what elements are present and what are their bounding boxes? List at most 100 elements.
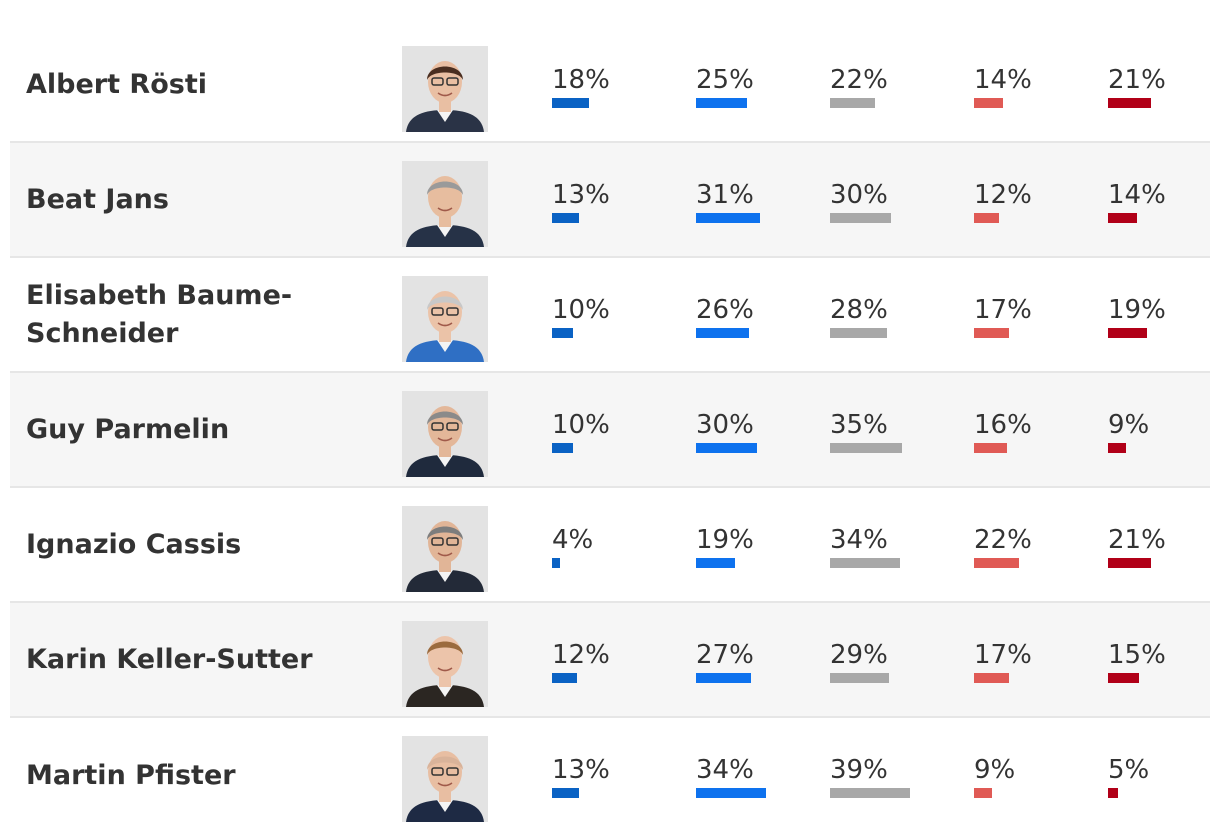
value-bar: [974, 98, 1003, 108]
value-label: 13%: [552, 755, 610, 785]
value-cell: 4%: [552, 526, 593, 568]
portrait-image: [402, 276, 488, 362]
value-bar: [1108, 673, 1139, 683]
value-cell: 5%: [1108, 756, 1149, 798]
value-label: 9%: [1108, 410, 1150, 440]
value-cell: 39%: [830, 756, 910, 798]
value-cell: 21%: [1108, 526, 1166, 568]
value-bar: [830, 558, 900, 568]
value-bar: [974, 443, 1007, 453]
value-bar: [696, 673, 751, 683]
portrait-image: [402, 506, 488, 592]
value-bar: [552, 213, 579, 223]
member-name: Beat Jans: [26, 183, 169, 215]
portrait-smile: [437, 437, 453, 442]
member-name: Karin Keller-Sutter: [26, 643, 313, 675]
value-cell: 26%: [696, 296, 754, 338]
value-cell: 31%: [696, 181, 760, 223]
value-label: 18%: [552, 65, 610, 95]
value-label: 30%: [696, 410, 754, 440]
portrait-glasses-left: [431, 422, 444, 431]
value-bar: [552, 788, 579, 798]
value-label: 31%: [696, 180, 754, 210]
value-bar: [830, 673, 889, 683]
value-cell: 35%: [830, 411, 902, 453]
value-label: 21%: [1108, 65, 1166, 95]
value-label: 17%: [974, 640, 1032, 670]
member-name: Ignazio Cassis: [26, 528, 242, 560]
value-bar: [974, 213, 999, 223]
value-bar: [552, 673, 577, 683]
value-label: 22%: [830, 65, 888, 95]
ratings-table: Albert Rösti 18% 25% 22% 14% 21% Beat Ja…: [10, 28, 1210, 833]
value-cell: 17%: [974, 641, 1032, 683]
portrait-hair: [427, 641, 463, 655]
value-cell: 9%: [1108, 411, 1149, 453]
value-label: 28%: [830, 295, 888, 325]
value-bar: [830, 328, 887, 338]
value-label: 21%: [1108, 525, 1166, 555]
value-cell: 34%: [830, 526, 900, 568]
portrait-photo: [402, 46, 488, 132]
value-cell: 30%: [696, 411, 757, 453]
table-row: Karin Keller-Sutter 12% 27% 29% 17% 15%: [10, 603, 1210, 718]
value-cell: 28%: [830, 296, 888, 338]
value-label: 39%: [830, 755, 888, 785]
portrait-hair: [427, 411, 463, 425]
portrait-collar: [437, 800, 453, 812]
value-cell: 21%: [1108, 66, 1166, 108]
portrait-glasses-left: [431, 77, 444, 86]
portrait-photo: [402, 391, 488, 477]
table-row: Elisabeth Baume-Schneider 10% 26% 28% 17…: [10, 258, 1210, 373]
value-label: 17%: [974, 295, 1032, 325]
portrait-hair: [427, 66, 463, 80]
value-bar: [974, 558, 1019, 568]
value-bar: [552, 558, 560, 568]
value-bar: [1108, 443, 1126, 453]
value-cell: 17%: [974, 296, 1032, 338]
value-cell: 13%: [552, 756, 610, 798]
value-bar: [974, 328, 1009, 338]
value-label: 22%: [974, 525, 1032, 555]
portrait-photo: [402, 506, 488, 592]
value-cell: 16%: [974, 411, 1032, 453]
value-cell: 22%: [974, 526, 1032, 568]
value-label: 9%: [974, 755, 1016, 785]
value-cell: 30%: [830, 181, 891, 223]
value-cell: 12%: [974, 181, 1032, 223]
portrait-collar: [437, 570, 453, 582]
value-cell: 25%: [696, 66, 754, 108]
value-label: 5%: [1108, 755, 1150, 785]
value-bar: [1108, 558, 1151, 568]
value-label: 19%: [1108, 295, 1166, 325]
member-name: Elisabeth Baume-Schneider: [26, 279, 293, 349]
value-cell: 15%: [1108, 641, 1166, 683]
table-row: Albert Rösti 18% 25% 22% 14% 21%: [10, 28, 1210, 143]
value-bar: [974, 673, 1009, 683]
portrait-image: [402, 621, 488, 707]
portrait-smile: [437, 322, 453, 327]
portrait-image: [402, 391, 488, 477]
portrait-collar: [437, 225, 453, 237]
value-label: 29%: [830, 640, 888, 670]
portrait-glasses-right: [446, 537, 459, 546]
value-label: 14%: [1108, 180, 1166, 210]
value-cell: 27%: [696, 641, 754, 683]
value-bar: [1108, 213, 1137, 223]
portrait-smile: [437, 782, 453, 787]
value-cell: 18%: [552, 66, 610, 108]
portrait-hair: [427, 526, 463, 540]
value-label: 27%: [696, 640, 754, 670]
value-bar: [696, 328, 749, 338]
value-bar: [1108, 328, 1147, 338]
portrait-glasses-left: [431, 307, 444, 316]
portrait-glasses-left: [431, 767, 444, 776]
portrait-image: [402, 161, 488, 247]
value-cell: 34%: [696, 756, 766, 798]
value-bar: [696, 443, 757, 453]
value-label: 10%: [552, 410, 610, 440]
value-cell: 14%: [1108, 181, 1166, 223]
value-label: 25%: [696, 65, 754, 95]
table-row: Martin Pfister 13% 34% 39% 9% 5%: [10, 718, 1210, 833]
portrait-image: [402, 736, 488, 822]
